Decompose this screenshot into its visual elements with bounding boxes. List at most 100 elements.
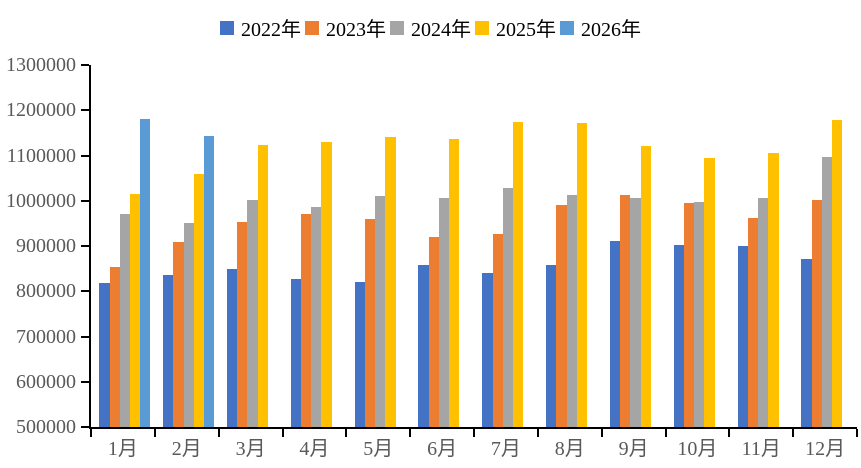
bar (204, 136, 215, 427)
bar (129, 194, 141, 427)
x-axis-tick (728, 429, 731, 437)
bar-group (609, 65, 661, 427)
bar (99, 282, 110, 427)
bar-group (226, 65, 278, 427)
bar (257, 144, 268, 427)
legend-item: 2024年 (390, 13, 471, 42)
y-axis-tick-label: 500000 (16, 416, 76, 438)
x-axis-tick (792, 429, 795, 437)
bar (768, 153, 779, 427)
x-axis-tick (217, 429, 220, 437)
bar (290, 279, 302, 427)
legend-label: 2023年 (326, 19, 386, 41)
bar (821, 157, 833, 427)
bar-group (801, 65, 852, 427)
bar (684, 203, 695, 427)
x-axis-label: 10月 (677, 438, 718, 460)
x-axis-tick (409, 429, 412, 437)
legend-label: 2024年 (411, 19, 471, 41)
x-axis-tick (664, 429, 667, 437)
x-axis-label: 7月 (490, 438, 521, 460)
bar (449, 138, 460, 427)
bar (640, 145, 651, 427)
x-axis-tick (536, 429, 539, 437)
bar (418, 265, 429, 427)
x-axis-label: 8月 (554, 438, 585, 460)
bar (438, 198, 450, 427)
y-axis-tick (81, 64, 89, 66)
legend-swatch-icon (220, 20, 234, 35)
x-axis-label: 1月 (107, 438, 138, 460)
y-axis-tick-label: 1100000 (6, 144, 76, 167)
bar (311, 207, 322, 427)
legend-swatch-icon (305, 20, 319, 35)
bar (704, 157, 715, 427)
y-axis-tick (81, 426, 89, 428)
legend-item: 2023年 (305, 13, 386, 42)
x-axis-tick (473, 429, 475, 437)
y-axis-tick-label: 1200000 (6, 99, 76, 122)
bar (237, 222, 248, 427)
bar (226, 269, 238, 427)
x-axis-label: 2月 (171, 438, 202, 460)
x-axis-label: 6月 (427, 438, 458, 460)
x-axis-label: 3月 (235, 438, 266, 460)
y-axis-labels: 1300000 1200000 1100000 1000000 900000 800000… (0, 55, 76, 437)
bar (375, 196, 386, 427)
bar (737, 245, 748, 427)
y-axis-tick (81, 245, 89, 247)
bar (119, 214, 130, 427)
bar (576, 122, 587, 427)
bar-group (737, 65, 789, 427)
bar-group (482, 65, 533, 427)
x-axis-tick (856, 429, 858, 437)
bar (193, 174, 204, 427)
x-axis-label: 5月 (363, 438, 394, 460)
y-axis-tick (81, 154, 89, 157)
bar (140, 119, 151, 427)
bar (109, 267, 120, 427)
bar (758, 198, 769, 427)
x-axis-tick (600, 429, 603, 437)
bar (321, 142, 332, 427)
legend-swatch-icon (475, 20, 489, 35)
y-axis-tick (81, 109, 89, 112)
legend-swatch-icon (560, 20, 574, 35)
x-axis-tick (281, 429, 284, 437)
bar (694, 201, 705, 427)
y-axis-tick (81, 335, 89, 338)
bar-group (99, 65, 151, 427)
bar (673, 244, 685, 427)
bar (801, 259, 812, 427)
y-axis-tick (81, 290, 89, 293)
bar-group (163, 65, 215, 427)
bar (247, 200, 258, 427)
legend-swatch-icon (390, 20, 404, 35)
bar (747, 217, 759, 427)
legend-item: 2022年 (220, 13, 301, 42)
legend-label: 2022年 (241, 19, 301, 41)
bar (354, 281, 365, 427)
bar-group (546, 65, 597, 427)
plot-area: 1月 2月 3月 4月 5月 6月 7月 8月 9月 10月 11月 12月 (81, 64, 858, 459)
x-axis-tick (90, 429, 92, 437)
x-axis-label: 4月 (299, 438, 330, 460)
bar (482, 272, 493, 427)
bar (556, 205, 567, 427)
bar-group (673, 65, 725, 427)
y-axis-tick-label: 900000 (16, 235, 76, 257)
legend-item: 2026年 (560, 13, 641, 42)
bar-group (290, 65, 342, 427)
y-axis-tick-label: 1300000 (6, 54, 76, 76)
bar (364, 218, 376, 427)
bar-group (354, 65, 406, 427)
x-axis-label: 12月 (805, 438, 846, 460)
bar (832, 119, 843, 427)
bar (502, 187, 513, 427)
bar (492, 233, 503, 427)
y-axis-tick-label: 600000 (16, 370, 76, 393)
x-axis-label: 11月 (741, 438, 781, 460)
bar (163, 274, 174, 427)
y-axis-tick-label: 800000 (16, 280, 76, 303)
bar-group (418, 65, 469, 427)
